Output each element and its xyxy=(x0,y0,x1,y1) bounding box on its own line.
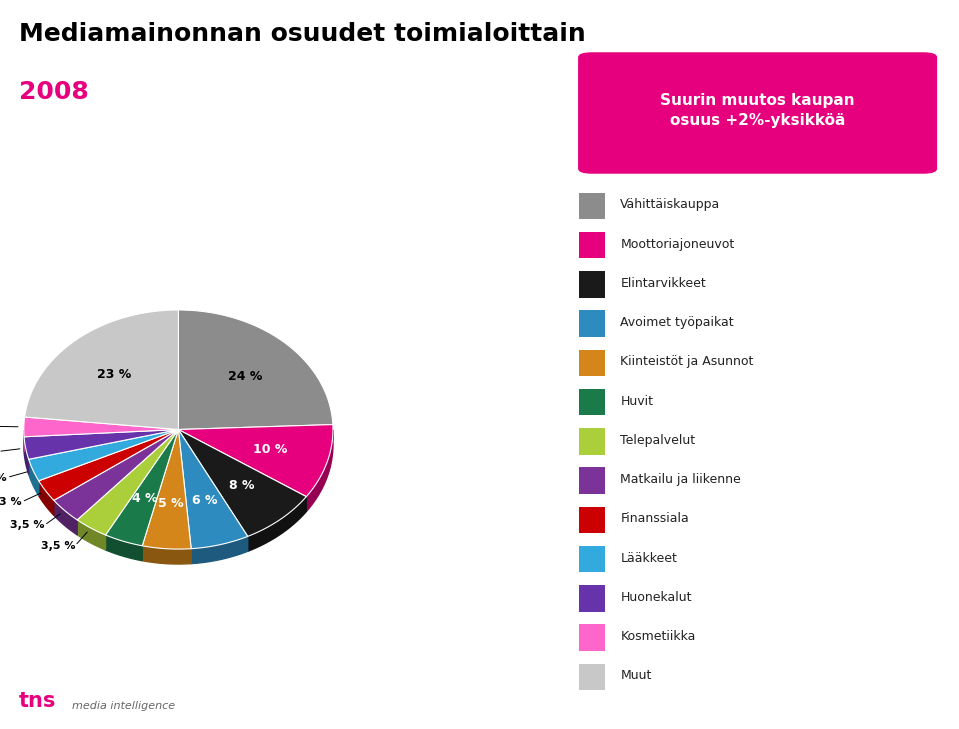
Text: Kiinteistöt ja Asunnot: Kiinteistöt ja Asunnot xyxy=(620,355,754,368)
Text: Huonekalut: Huonekalut xyxy=(620,591,691,604)
Bar xyxy=(579,311,605,337)
Text: Moottoriajoneuvot: Moottoriajoneuvot xyxy=(620,238,735,251)
Text: 6 %: 6 % xyxy=(192,494,217,507)
Text: Suurin muutos kaupan
osuus +2%-yksikköä: Suurin muutos kaupan osuus +2%-yksikköä xyxy=(661,93,854,128)
Polygon shape xyxy=(178,424,333,496)
Text: 23 %: 23 % xyxy=(97,368,131,381)
Text: Huvit: Huvit xyxy=(620,394,653,408)
Polygon shape xyxy=(24,437,29,475)
Bar xyxy=(579,467,605,494)
Bar xyxy=(579,663,605,690)
Text: 3,5 %: 3,5 % xyxy=(40,541,75,551)
Text: Finanssiala: Finanssiala xyxy=(620,512,689,526)
Polygon shape xyxy=(25,310,178,429)
Polygon shape xyxy=(191,537,247,564)
Text: 5 %: 5 % xyxy=(158,497,184,510)
Polygon shape xyxy=(105,429,178,546)
Text: Kosmetiikka: Kosmetiikka xyxy=(620,630,695,643)
Text: Muut: Muut xyxy=(620,669,652,682)
Bar xyxy=(579,507,605,533)
Text: Elintarvikkeet: Elintarvikkeet xyxy=(620,277,706,290)
Text: 3 %: 3 % xyxy=(0,497,22,507)
Polygon shape xyxy=(38,480,54,515)
Polygon shape xyxy=(178,429,306,537)
Text: 2008: 2008 xyxy=(19,80,89,104)
Bar xyxy=(579,546,605,572)
Polygon shape xyxy=(24,417,178,437)
Polygon shape xyxy=(29,459,38,496)
Polygon shape xyxy=(142,429,191,549)
Text: Avoimet työpaikat: Avoimet työpaikat xyxy=(620,316,734,329)
Polygon shape xyxy=(142,546,191,564)
Text: 8 %: 8 % xyxy=(229,479,254,492)
Text: tns: tns xyxy=(19,691,57,711)
Polygon shape xyxy=(29,429,178,480)
Bar xyxy=(579,389,605,416)
Polygon shape xyxy=(77,520,105,550)
Bar xyxy=(579,271,605,297)
Text: 24 %: 24 % xyxy=(227,370,262,383)
Polygon shape xyxy=(306,430,333,512)
Bar xyxy=(579,232,605,258)
Text: Vähittäiskauppa: Vähittäiskauppa xyxy=(620,198,720,211)
Polygon shape xyxy=(24,429,178,459)
Text: 3,5 %: 3,5 % xyxy=(10,521,44,530)
Text: Telepalvelut: Telepalvelut xyxy=(620,434,695,447)
Text: Mediamainonnan osuudet toimialoittain: Mediamainonnan osuudet toimialoittain xyxy=(19,22,586,46)
Polygon shape xyxy=(38,429,178,500)
Bar xyxy=(579,585,605,612)
Text: Lääkkeet: Lääkkeet xyxy=(620,552,677,565)
Polygon shape xyxy=(54,500,77,535)
Text: media intelligence: media intelligence xyxy=(72,701,175,711)
Text: 3 %: 3 % xyxy=(0,472,7,483)
Polygon shape xyxy=(178,310,333,429)
Polygon shape xyxy=(247,496,306,551)
Polygon shape xyxy=(105,535,142,561)
Polygon shape xyxy=(178,429,247,549)
Text: 10 %: 10 % xyxy=(253,443,288,456)
Bar xyxy=(579,428,605,455)
Text: Matkailu ja liikenne: Matkailu ja liikenne xyxy=(620,473,741,486)
Polygon shape xyxy=(77,429,178,535)
Bar xyxy=(579,192,605,219)
FancyBboxPatch shape xyxy=(578,52,937,174)
Text: 4 %: 4 % xyxy=(131,492,157,505)
Bar xyxy=(579,625,605,651)
Bar xyxy=(579,350,605,376)
Polygon shape xyxy=(54,429,178,520)
